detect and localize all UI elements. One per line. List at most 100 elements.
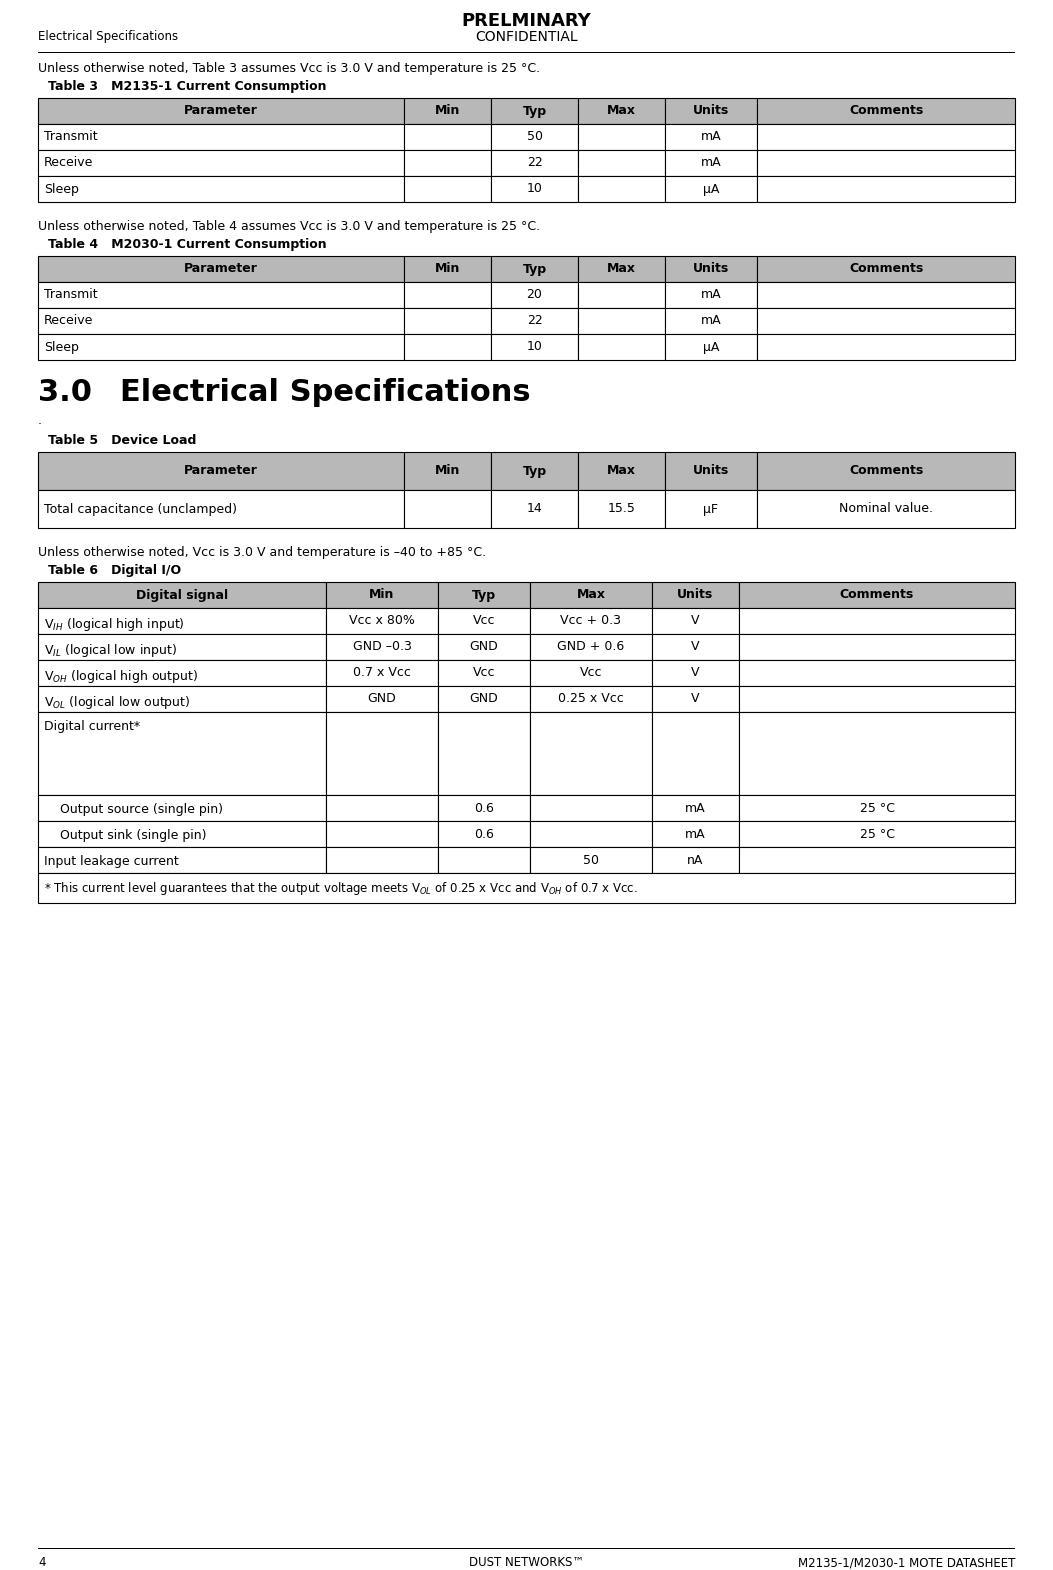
- Text: Receive: Receive: [44, 314, 94, 328]
- Text: Units: Units: [677, 589, 714, 601]
- Bar: [38, 97, 404, 124]
- Bar: [404, 334, 491, 360]
- Bar: [326, 686, 438, 713]
- Bar: [757, 452, 1015, 490]
- Bar: [652, 794, 739, 821]
- Text: Vcc: Vcc: [473, 614, 495, 628]
- Bar: [326, 659, 438, 686]
- Bar: [665, 151, 757, 176]
- Text: Typ: Typ: [522, 465, 547, 477]
- Bar: [404, 283, 491, 308]
- Bar: [38, 713, 326, 794]
- Text: mA: mA: [700, 130, 721, 143]
- Text: Max: Max: [607, 105, 636, 118]
- Text: V: V: [691, 614, 700, 628]
- Bar: [438, 686, 530, 713]
- Bar: [438, 794, 530, 821]
- Text: DUST NETWORKS™: DUST NETWORKS™: [469, 1556, 584, 1568]
- Text: Min: Min: [435, 105, 460, 118]
- Bar: [38, 686, 326, 713]
- Text: Units: Units: [693, 262, 729, 275]
- Bar: [38, 608, 326, 634]
- Bar: [652, 582, 739, 608]
- Text: Digital current*: Digital current*: [44, 721, 140, 733]
- Bar: [38, 634, 326, 659]
- Bar: [530, 848, 652, 873]
- Text: V$_{IL}$ (logical low input): V$_{IL}$ (logical low input): [44, 642, 177, 659]
- Bar: [404, 452, 491, 490]
- Text: Vcc + 0.3: Vcc + 0.3: [560, 614, 621, 628]
- Bar: [530, 634, 652, 659]
- Text: μF: μF: [703, 502, 718, 515]
- Bar: [578, 283, 665, 308]
- Bar: [326, 848, 438, 873]
- Text: Unless otherwise noted, Table 4 assumes Vcc is 3.0 V and temperature is 25 °C.: Unless otherwise noted, Table 4 assumes …: [38, 220, 540, 232]
- Text: Max: Max: [576, 589, 605, 601]
- Text: Units: Units: [693, 465, 729, 477]
- Text: 4: 4: [38, 1556, 45, 1568]
- Bar: [38, 873, 1015, 903]
- Bar: [652, 686, 739, 713]
- Text: 15.5: 15.5: [608, 502, 635, 515]
- Text: mA: mA: [700, 314, 721, 328]
- Bar: [578, 124, 665, 151]
- Text: Comments: Comments: [849, 465, 923, 477]
- Bar: [665, 256, 757, 283]
- Text: Total capacitance (unclamped): Total capacitance (unclamped): [44, 502, 237, 515]
- Bar: [326, 582, 438, 608]
- Bar: [665, 308, 757, 334]
- Bar: [404, 151, 491, 176]
- Text: GND: GND: [367, 692, 396, 705]
- Text: Typ: Typ: [522, 262, 547, 275]
- Bar: [757, 283, 1015, 308]
- Text: Vcc: Vcc: [473, 667, 495, 680]
- Text: Transmit: Transmit: [44, 130, 98, 143]
- Bar: [665, 124, 757, 151]
- Bar: [530, 794, 652, 821]
- Text: 25 °C: 25 °C: [859, 802, 894, 815]
- Text: 0.7 x Vcc: 0.7 x Vcc: [353, 667, 411, 680]
- Text: Table 6   Digital I/O: Table 6 Digital I/O: [48, 564, 181, 578]
- Bar: [578, 256, 665, 283]
- Bar: [739, 848, 1015, 873]
- Bar: [530, 608, 652, 634]
- Bar: [438, 634, 530, 659]
- Bar: [739, 634, 1015, 659]
- Bar: [38, 452, 404, 490]
- Text: Typ: Typ: [472, 589, 496, 601]
- Bar: [739, 659, 1015, 686]
- Bar: [491, 151, 578, 176]
- Bar: [578, 176, 665, 203]
- Text: Unless otherwise noted, Table 3 assumes Vcc is 3.0 V and temperature is 25 °C.: Unless otherwise noted, Table 3 assumes …: [38, 61, 540, 75]
- Bar: [38, 124, 404, 151]
- Text: Parameter: Parameter: [184, 262, 258, 275]
- Text: GND: GND: [470, 692, 498, 705]
- Bar: [652, 634, 739, 659]
- Text: nA: nA: [688, 854, 703, 867]
- Text: V$_{OL}$ (logical low output): V$_{OL}$ (logical low output): [44, 694, 191, 711]
- Bar: [438, 821, 530, 848]
- Bar: [757, 176, 1015, 203]
- Bar: [491, 256, 578, 283]
- Bar: [404, 490, 491, 528]
- Bar: [404, 176, 491, 203]
- Bar: [491, 452, 578, 490]
- Bar: [326, 713, 438, 794]
- Text: Input leakage current: Input leakage current: [44, 856, 179, 868]
- Bar: [491, 97, 578, 124]
- Bar: [578, 490, 665, 528]
- Bar: [438, 659, 530, 686]
- Text: 25 °C: 25 °C: [859, 827, 894, 840]
- Bar: [530, 582, 652, 608]
- Bar: [38, 176, 404, 203]
- Text: GND –0.3: GND –0.3: [353, 641, 412, 653]
- Text: mA: mA: [700, 157, 721, 170]
- Bar: [38, 848, 326, 873]
- Text: Parameter: Parameter: [184, 105, 258, 118]
- Text: Output sink (single pin): Output sink (single pin): [44, 829, 206, 842]
- Bar: [578, 334, 665, 360]
- Text: Table 5   Device Load: Table 5 Device Load: [48, 433, 196, 447]
- Bar: [438, 713, 530, 794]
- Text: Units: Units: [693, 105, 729, 118]
- Text: 22: 22: [526, 157, 542, 170]
